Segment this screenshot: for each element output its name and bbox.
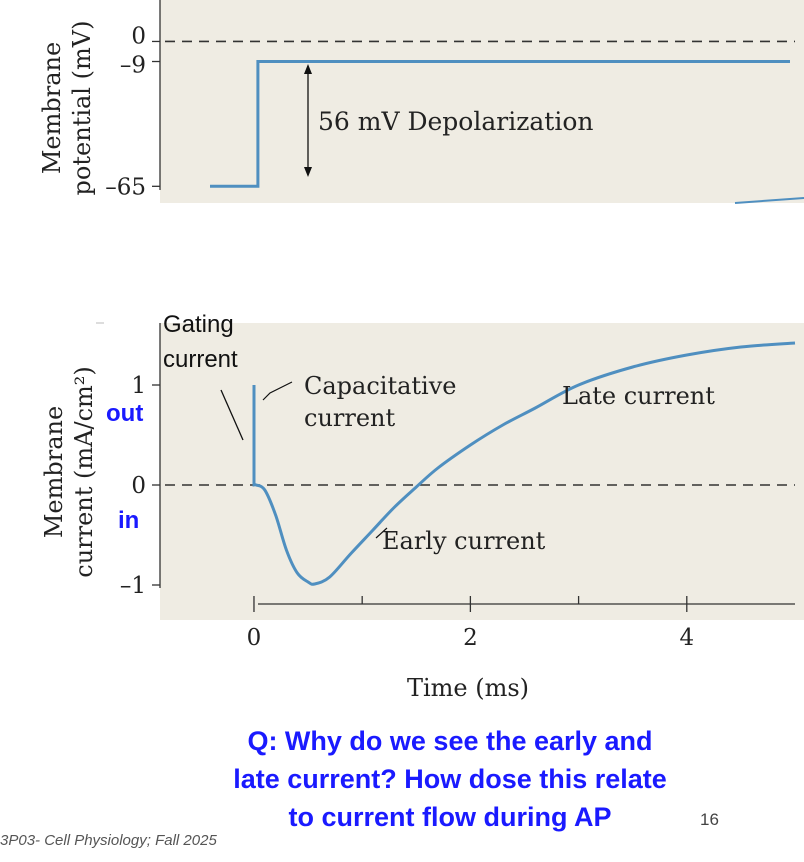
current-ytick-label: 0 — [131, 473, 146, 499]
capacitative-label-line1: Capacitative — [304, 372, 457, 400]
gating-pointer-line — [220, 389, 244, 441]
in-label: in — [118, 507, 139, 534]
potential-trace — [210, 60, 790, 188]
late-current-label: Late current — [562, 382, 715, 410]
question-line-2: late current? How dose this relate — [233, 764, 667, 794]
capacitative-pointer-line — [262, 381, 293, 401]
potential-ylabel-line2: potential (mV) — [68, 21, 96, 196]
potential-ytick-label: –9 — [120, 53, 146, 79]
depolarization-label: 56 mV Depolarization — [318, 107, 593, 136]
current-ytick-label: 1 — [131, 373, 146, 399]
early-current-label: Early current — [382, 527, 546, 555]
arrow-head-up-icon — [304, 64, 312, 74]
potential-ytick-label: –65 — [105, 174, 146, 200]
current-trace — [252, 341, 796, 586]
potential-plot-area — [160, 0, 804, 203]
current-ylabel-line1: Membrane — [40, 406, 68, 538]
potential-ylabel-line1: Membrane — [38, 42, 66, 174]
time-xtick-label: 0 — [247, 625, 262, 651]
gating-label-line2: current — [163, 346, 238, 373]
current-plot-area — [160, 323, 804, 620]
page-number: 16 — [700, 810, 719, 829]
gating-label-line1: Gating — [163, 311, 234, 338]
time-xlabel: Time (ms) — [407, 674, 529, 702]
potential-trace-edge — [734, 197, 804, 204]
current-chart: 1 0 –1 0 2 4 Gating current Capacitative cur… — [40, 311, 804, 702]
time-xtick-label: 2 — [463, 625, 478, 651]
time-xtick-label: 4 — [679, 625, 694, 651]
current-ylabel-line2: current (mA/cm²) — [70, 366, 98, 578]
out-label: out — [106, 400, 143, 427]
potential-chart: 0 –9 –65 56 mV Depolarization Membrane pot… — [38, 0, 804, 204]
arrow-head-down-icon — [304, 167, 312, 177]
potential-ytick-label: 0 — [131, 23, 146, 49]
early-pointer-line — [375, 527, 388, 539]
question-line-3: to current flow during AP — [288, 802, 612, 832]
question-text: Q: Why do we see the early and late curr… — [150, 722, 750, 836]
question-line-1: Q: Why do we see the early and — [247, 726, 653, 756]
capacitative-label-line2: current — [304, 404, 396, 432]
course-footer: 3P03- Cell Physiology; Fall 2025 — [0, 832, 217, 849]
current-ytick-label: –1 — [120, 573, 146, 599]
